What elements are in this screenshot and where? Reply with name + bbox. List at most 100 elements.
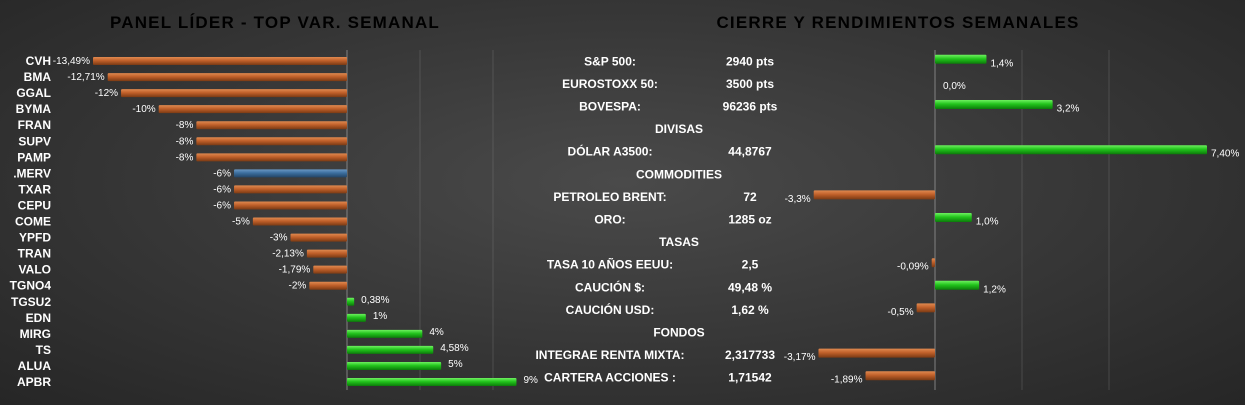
bar [347,329,423,338]
bar [931,258,935,268]
data-label: -3% [270,233,288,244]
bar [935,100,1053,109]
category-label: VALO [19,263,51,277]
data-label: -12,71% [67,72,104,83]
data-label: -6% [213,168,231,179]
row-value: 2,5 [742,258,759,272]
bar [196,137,347,146]
bar [313,265,347,274]
category-label: SUPV [18,134,51,148]
category-label: TGSU2 [11,295,51,309]
bar [865,371,935,381]
left-chart-panel: PANEL LÍDER - TOP VAR. SEMANAL CVH -13,49… [10,13,538,390]
category-label: BYMA [16,102,52,116]
bar [935,213,972,222]
section-header: COMMODITIES [636,167,722,181]
row-label: BOVESPA: [579,100,641,114]
category-label: .MERV [13,166,51,180]
row-label: PETROLEO BRENT: [553,190,666,204]
row-label: CARTERA ACCIONES : [544,371,676,385]
data-label: 9% [523,375,538,386]
row-label: INTEGRAE RENTA MIXTA: [535,348,684,362]
row-value: 72 [743,190,757,204]
data-label: 4,58% [440,343,468,354]
data-label: 0,0% [943,81,966,92]
category-label: COME [15,215,51,229]
row-label: CAUCIÓN $: [575,279,645,294]
category-label: TRAN [18,247,51,261]
row-value: 1285 oz [728,213,771,227]
data-label: -6% [213,184,231,195]
category-label: TS [36,343,51,357]
row-value: 96236 pts [723,100,778,114]
bar [309,281,347,290]
data-label: -8% [176,120,194,131]
bar [107,73,347,82]
bar [158,105,347,114]
data-label: 7,40% [1211,149,1239,160]
row-value: 49,48 % [728,280,772,294]
bar [234,185,347,194]
data-label: -0,09% [897,262,929,273]
category-label: CVH [26,54,51,68]
category-label: YPFD [19,231,51,245]
left-chart-title: PANEL LÍDER - TOP VAR. SEMANAL [110,13,440,32]
category-label: APBR [17,375,51,389]
category-label: GGAL [16,86,51,100]
row-value: 1,62 % [731,303,769,317]
data-label: -12% [95,88,118,99]
right-chart-panel: CIERRE Y RENDIMIENTOS SEMANALES S&P 500:… [535,13,1239,390]
category-label: MIRG [20,327,51,341]
bar [347,361,442,370]
row-value: 2,317733 [725,348,775,362]
data-label: -1,89% [831,375,863,386]
category-label: ALUA [18,359,52,373]
data-label: -13,49% [53,56,90,67]
row-value: 2940 pts [726,54,774,68]
bar [252,217,347,226]
data-label: -2,13% [272,249,304,260]
category-label: TGNO4 [10,279,52,293]
bar [347,313,366,322]
row-label: CAUCIÓN USD: [566,302,655,317]
data-label: 5% [448,359,463,370]
bar [813,190,935,200]
row-label: EUROSTOXX 50: [562,77,658,91]
data-label: -10% [132,104,155,115]
data-label: -3,3% [785,194,811,205]
bar [93,57,347,66]
bar [306,249,347,258]
data-label: 1,4% [990,58,1013,69]
data-label: -0,5% [887,307,913,318]
data-label: 0,38% [361,295,389,306]
row-label: TASA 10 AÑOS EEUU: [547,257,673,272]
row-value: 3500 pts [726,77,774,91]
bar [290,233,347,242]
data-label: -1,79% [279,265,311,276]
bar [347,378,517,387]
data-label: 1,0% [976,217,999,228]
data-label: -5% [232,217,250,228]
data-label: -3,17% [784,352,816,363]
category-label: BMA [24,70,52,84]
data-label: -6% [213,200,231,211]
bar [935,54,987,64]
bar [916,303,935,313]
category-label: CEPU [18,198,51,212]
bar [347,297,355,306]
category-label: TXAR [18,182,51,196]
row-label: ORO: [594,213,625,227]
data-label: 1,2% [983,284,1006,295]
section-header: FONDOS [653,326,704,340]
data-label: 1% [373,311,388,322]
section-header: TASAS [659,235,699,249]
bar [234,169,347,178]
row-label: DÓLAR A3500: [568,144,653,159]
row-value: 1,71542 [728,371,772,385]
category-label: PAMP [17,150,51,164]
data-label: -8% [176,136,194,147]
bar [121,89,347,98]
category-label: EDN [26,311,51,325]
bar [935,145,1207,155]
